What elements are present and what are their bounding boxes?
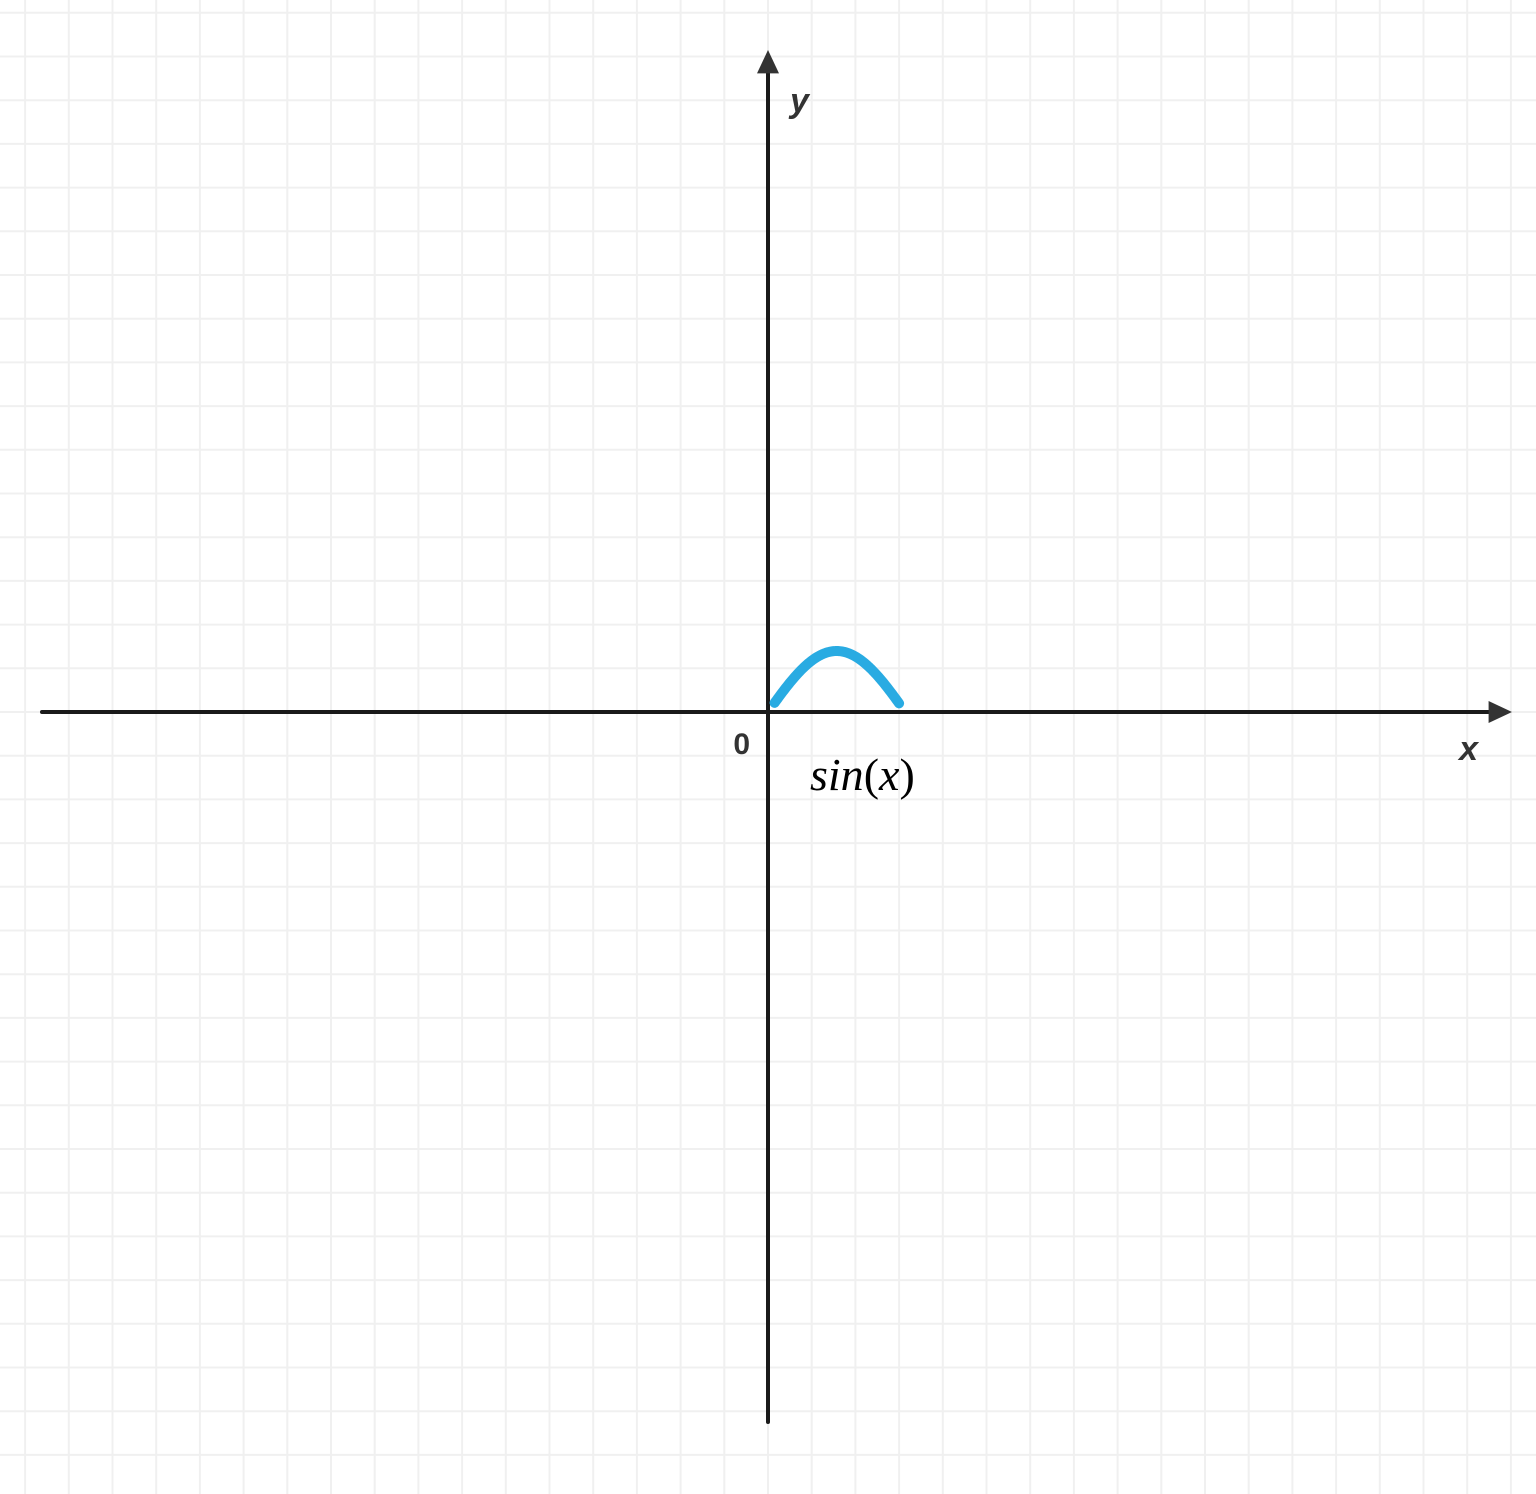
origin-label: 0	[733, 728, 750, 761]
chart-container: x y 0 sin(x)	[0, 0, 1536, 1494]
x-axis-label: x	[1457, 730, 1480, 768]
series-label-sin(x): sin(x)	[810, 749, 915, 800]
sine-chart: x y 0 sin(x)	[0, 0, 1536, 1494]
y-axis-label: y	[788, 82, 811, 120]
